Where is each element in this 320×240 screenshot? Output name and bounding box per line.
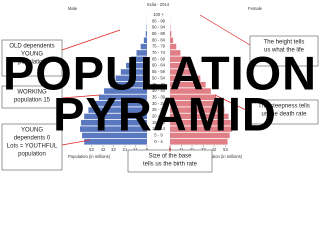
x-tick-label: 32 — [111, 147, 116, 152]
annotation-text: WORKING — [17, 90, 47, 96]
x-tick-label: 11 — [133, 147, 138, 152]
bar-male — [104, 88, 147, 94]
annotation-text: us the death rate — [261, 112, 307, 118]
x-tick-label: 42 — [212, 147, 217, 152]
annotation-box — [1, 123, 63, 171]
x-tick-label: 53 — [89, 147, 94, 152]
bar-female — [170, 37, 174, 43]
age-label: 90 - 94 — [152, 25, 166, 30]
bar-female — [170, 107, 225, 113]
age-label: 15 - 19 — [152, 120, 166, 125]
overlay-title: PYRAMID — [53, 87, 277, 140]
x-tick-label: 21 — [190, 147, 195, 152]
bar-female — [170, 100, 221, 107]
age-label: 35 - 39 — [152, 94, 166, 99]
age-label: 5 - 9 — [154, 133, 163, 138]
x-tick-label: 53 — [223, 147, 228, 152]
age-label: 100 + — [153, 12, 164, 17]
annotation-box — [249, 35, 319, 67]
bar-male — [143, 37, 147, 43]
bar-female — [170, 50, 181, 56]
bar-male — [84, 113, 147, 120]
bar-female — [170, 43, 177, 50]
annotation-text: population 15 — [14, 98, 51, 104]
age-label: 10 - 14 — [152, 126, 166, 131]
bar-male — [136, 50, 147, 56]
age-label: 95 - 99 — [152, 18, 166, 23]
age-label: 65 - 69 — [152, 56, 166, 61]
annotation-box — [1, 39, 63, 77]
legend-female: Female — [248, 6, 263, 11]
annotation-text: us what the life — [264, 48, 305, 54]
age-label: 25 - 29 — [152, 107, 166, 112]
legend-male: Male — [68, 6, 78, 11]
bar-female — [170, 75, 201, 82]
x-tick-label: 32 — [201, 147, 206, 152]
bar-female — [170, 94, 217, 101]
bar-female — [170, 120, 231, 126]
bar-female — [170, 31, 172, 37]
age-label: 30 - 34 — [152, 101, 166, 106]
age-label: 70 - 74 — [152, 50, 166, 55]
age-label: 60 - 64 — [152, 63, 166, 68]
bar-female — [170, 88, 211, 94]
annotation-text: OLD dependents — [9, 44, 54, 50]
bar-male — [131, 56, 147, 63]
age-label: 75 - 79 — [152, 44, 166, 49]
annotation-text: population — [18, 60, 46, 66]
bar-male — [145, 31, 147, 37]
age-label: 80 - 84 — [152, 37, 166, 42]
age-label: 40 - 44 — [152, 88, 166, 93]
bar-female — [170, 56, 186, 63]
age-label: 45 - 49 — [152, 82, 166, 87]
x-axis-label: Population (in millions) — [200, 154, 243, 159]
annotation-text: YOUNG — [21, 52, 43, 58]
annotation-text: Lots = YOUTHFUL — [7, 144, 58, 150]
annotation-text: Size of the base — [148, 154, 192, 160]
age-label: 50 - 54 — [152, 75, 166, 80]
annotation-text: YOUNG — [21, 128, 43, 134]
age-label: 55 - 59 — [152, 69, 166, 74]
bar-female — [170, 139, 228, 145]
bar-male — [120, 69, 147, 75]
bar-male — [84, 139, 147, 145]
bar-male — [82, 132, 147, 139]
bar-female — [170, 126, 232, 132]
annotation-text: The steepness tells — [258, 104, 310, 110]
annotation-text: tells us the birth rate — [143, 162, 198, 168]
x-tick-label: 0 — [146, 147, 149, 152]
age-label: 85 - 89 — [152, 31, 166, 36]
annotation-box — [1, 85, 63, 109]
chart-title: India - 2014 — [147, 2, 170, 7]
bar-female — [170, 132, 230, 139]
bar-female — [170, 62, 191, 69]
annotation-text: population — [18, 152, 46, 158]
bar-male — [81, 120, 147, 126]
bar-male — [93, 100, 147, 107]
age-label: 0 - 4 — [154, 139, 163, 144]
bar-male — [80, 126, 147, 132]
bar-female — [170, 113, 229, 120]
chart: India - 2014 Male Female Population (in … — [1, 2, 319, 173]
bar-male — [115, 75, 147, 82]
age-label: 20 - 24 — [152, 114, 166, 119]
overlay-title: POPULATION — [3, 46, 317, 99]
connectors — [61, 14, 251, 152]
bar-male — [126, 62, 147, 69]
bar-male — [88, 107, 147, 113]
x-axis-label: Population (in millions) — [68, 154, 111, 159]
bar-female — [170, 81, 206, 88]
bar-male — [98, 94, 147, 101]
bar-male — [140, 43, 147, 50]
bar-female — [170, 69, 196, 75]
annotation-text: dependents 0 — [14, 136, 51, 142]
annotation-text: The height tells — [264, 40, 305, 46]
x-tick-label: 11 — [179, 147, 184, 152]
x-tick-label: 42 — [101, 147, 106, 152]
bar-male — [110, 81, 147, 88]
annotation-box — [249, 99, 319, 125]
x-tick-label: 21 — [123, 147, 128, 152]
